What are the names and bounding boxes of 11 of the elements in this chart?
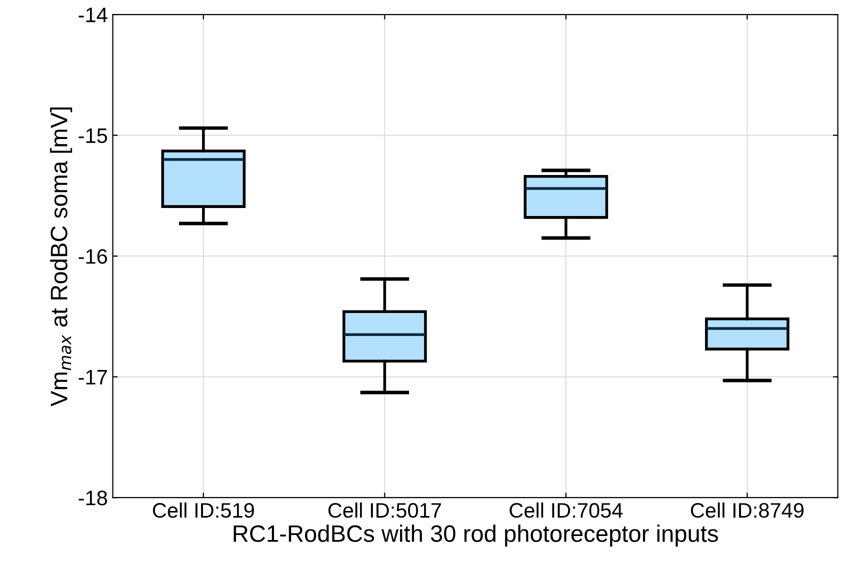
x-tick-label: Cell ID:7054: [510, 502, 623, 518]
y-tick-label: -16: [78, 249, 108, 264]
y-tick-label: -15: [78, 128, 108, 144]
x-axis-title: RC1-RodBCs with 30 rod photoreceptor inputs: [234, 524, 718, 547]
y-tick-label: -18: [78, 490, 108, 506]
y-axis-title: Vm$_{max}$ at RodBC soma [mV]: [50, 108, 72, 406]
x-tick-label: Cell ID:8749: [690, 502, 804, 518]
x-tick-label: Cell ID:519: [152, 502, 254, 518]
y-tick-label: -14: [78, 8, 108, 22]
y-tick-label: -17: [78, 370, 107, 384]
x-tick-label: Cell ID:5017: [328, 502, 441, 518]
